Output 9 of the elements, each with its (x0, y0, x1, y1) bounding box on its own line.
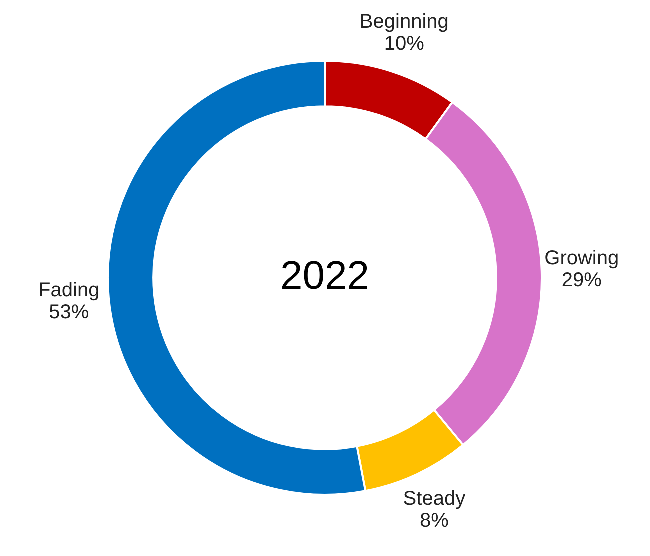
data-label: 8% (420, 510, 450, 532)
data-label: 53% (49, 302, 90, 324)
slice-label: Steady (403, 488, 466, 510)
data-label: 29% (562, 269, 602, 292)
slice-label: Beginning (360, 11, 449, 34)
slice-label: Fading (38, 280, 100, 302)
slice-label: Growing (544, 247, 620, 270)
data-label: 10% (384, 33, 425, 56)
text: 2022 (280, 254, 370, 298)
